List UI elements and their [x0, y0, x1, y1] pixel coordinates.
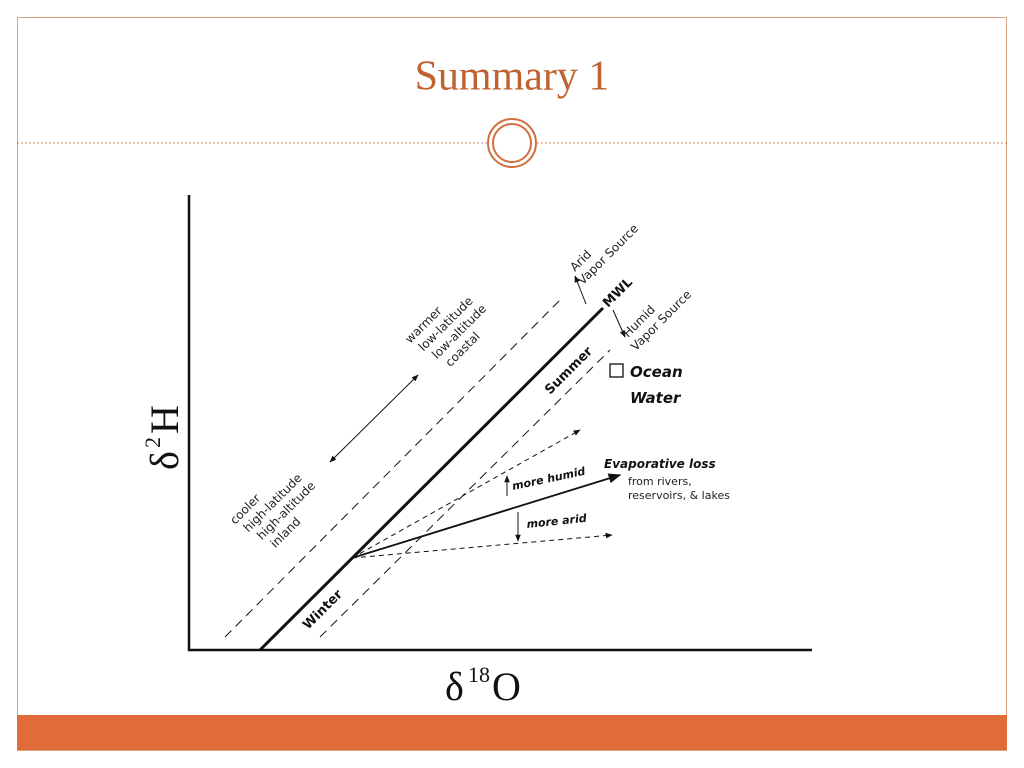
label: Ocean — [630, 363, 683, 381]
arrow — [351, 473, 622, 559]
arrow — [329, 374, 419, 463]
arrow — [574, 275, 587, 305]
label: from rivers, — [628, 475, 692, 488]
dashed-line — [319, 349, 611, 638]
title: Summary 1 — [415, 54, 610, 100]
label: more arid — [526, 512, 587, 531]
label: Evaporative loss — [604, 457, 716, 471]
arrow — [351, 429, 581, 559]
label: Water — [630, 389, 682, 407]
x-axis-symbol: δ — [445, 664, 464, 709]
arrow — [351, 532, 613, 559]
diagram — [187, 195, 812, 652]
x-axis-letter: O — [492, 664, 521, 709]
y-axis-symbol: δ — [142, 451, 187, 470]
label: reservoirs, & lakes — [628, 489, 730, 502]
x-axis-sup: 18 — [468, 662, 490, 687]
footer-bar — [17, 715, 1007, 750]
y-axis-sup: 2 — [140, 437, 165, 448]
dashed-line — [224, 299, 561, 638]
arrow — [612, 309, 626, 338]
ocean-box — [609, 363, 624, 378]
ornament — [492, 123, 532, 163]
y-axis-letter: H — [142, 405, 187, 434]
mwl-line — [258, 306, 605, 652]
